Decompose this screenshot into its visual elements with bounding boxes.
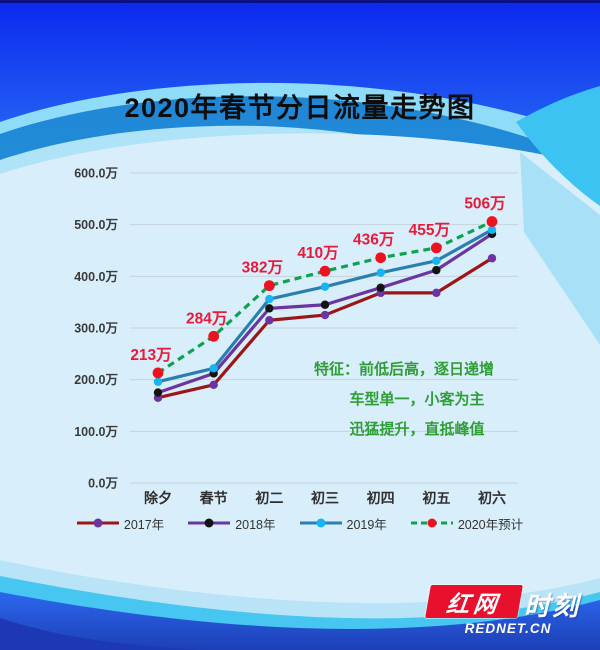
y-axis-tick-label: 600.0万	[74, 166, 118, 180]
rednet-logo-brand-right: 时刻	[524, 591, 581, 621]
legend-item-2020年预计: 2020年预计	[410, 514, 524, 533]
series-marker-2018年	[153, 388, 163, 397]
series-marker-2019年	[432, 256, 441, 266]
series-marker-2017年	[432, 288, 441, 298]
y-axis-tick-label: 500.0万	[74, 218, 118, 232]
annotation-line: 迅猛提升，直抵峰值	[349, 421, 485, 438]
legend-item-2018年: 2018年	[188, 514, 276, 533]
corner-stripe-light	[520, 152, 600, 345]
data-label: 410万	[297, 245, 338, 262]
series-marker-2018年	[432, 265, 441, 275]
series-marker-2020年预计	[208, 330, 220, 342]
rednet-logo-domain: REDNET.CN	[464, 621, 552, 636]
bottom-left-shadow	[0, 618, 210, 650]
legend-swatch-icon	[188, 518, 231, 528]
y-axis-tick-label: 300.0万	[74, 321, 118, 335]
legend-label: 2018年	[235, 517, 276, 532]
series-marker-2020年预计	[263, 280, 275, 292]
series-marker-2020年预计	[375, 252, 387, 264]
corner-stripe-cyan	[516, 86, 600, 206]
legend-item-2017年: 2017年	[76, 514, 165, 533]
annotation-line: 特征：前低后高，逐日递增	[313, 361, 494, 378]
rednet-logo-red-box: 红网	[425, 585, 523, 618]
x-axis-category-label: 除夕	[144, 490, 172, 506]
series-marker-2019年	[265, 294, 274, 304]
y-axis-tick-label: 200.0万	[74, 373, 118, 387]
series-marker-2018年	[265, 304, 274, 313]
x-axis-category-label: 初五	[422, 490, 450, 506]
series-marker-2019年	[209, 364, 218, 373]
x-axis-category-label: 初三	[311, 490, 339, 506]
series-marker-2019年	[153, 377, 163, 386]
data-label: 382万	[242, 260, 283, 277]
series-marker-2020年预计	[486, 216, 498, 227]
data-label: 455万	[409, 222, 450, 239]
rednet-logo-brand-left: 红网	[445, 590, 503, 617]
series-marker-2017年	[487, 254, 497, 263]
legend-swatch-icon	[76, 518, 119, 528]
annotation-line: 车型单一，小客为主	[349, 391, 485, 408]
data-label: 436万	[353, 232, 394, 249]
series-marker-2018年	[376, 283, 385, 292]
series-marker-2020年预计	[152, 367, 164, 379]
y-axis-tick-label: 0.0万	[88, 477, 118, 491]
series-marker-2018年	[320, 300, 330, 309]
rednet-logo: 红网 时刻 REDNET.CN	[420, 584, 584, 642]
series-marker-2017年	[265, 316, 274, 325]
series-marker-2020年预计	[430, 242, 442, 254]
series-marker-2017年	[209, 380, 218, 390]
chart-legend: 2017年 2018年 2019年 2020年预计	[0, 512, 600, 534]
data-label: 284万	[186, 310, 227, 327]
x-axis-category-label: 初六	[478, 490, 506, 506]
y-axis-tick-label: 100.0万	[74, 425, 118, 439]
series-marker-2019年	[487, 225, 497, 235]
legend-swatch-icon	[299, 518, 342, 528]
legend-swatch-icon	[410, 518, 453, 528]
bottom-deep-blue	[0, 592, 600, 650]
legend-item-2019年: 2019年	[299, 514, 387, 533]
series-marker-2017年	[320, 310, 330, 320]
x-axis-category-label: 初四	[367, 490, 395, 506]
top-border-line	[0, 0, 600, 3]
legend-label: 2020年预计	[457, 517, 524, 532]
x-axis-category-label: 初二	[255, 490, 283, 506]
annotation-block: 特征：前低后高，逐日递增 车型单一，小客为主 迅猛提升，直抵峰值	[280, 355, 528, 445]
data-label: 506万	[464, 196, 505, 213]
data-label: 213万	[130, 347, 171, 364]
y-axis-tick-label: 400.0万	[74, 270, 118, 284]
legend-label: 2019年	[346, 517, 387, 532]
series-marker-2020年预计	[319, 265, 331, 277]
page-title: 2020年春节分日流量走势图	[124, 93, 476, 123]
legend-label: 2017年	[123, 517, 165, 532]
series-marker-2019年	[376, 268, 385, 277]
x-axis-category-label: 春节	[199, 490, 228, 506]
series-marker-2019年	[320, 282, 330, 291]
